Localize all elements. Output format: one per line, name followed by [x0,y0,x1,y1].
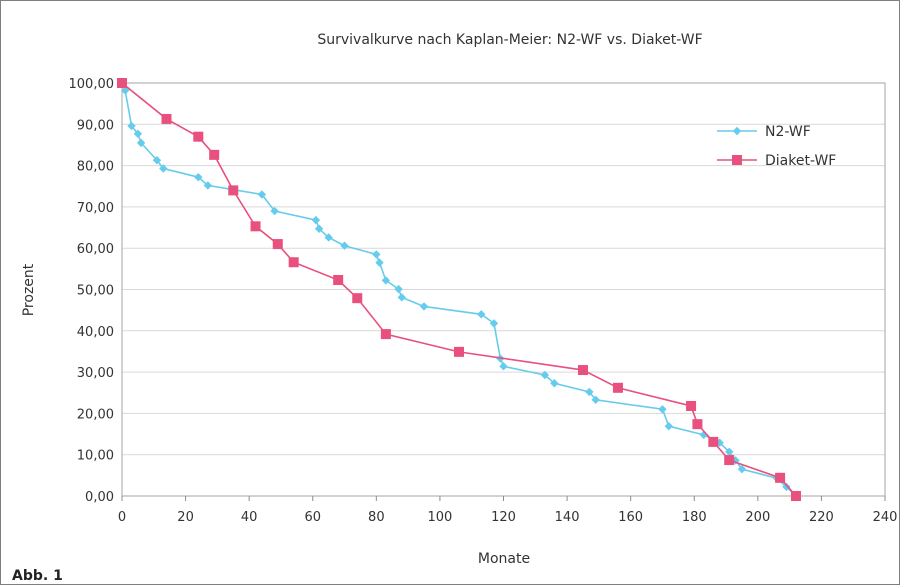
y-tick-label: 0,00 [85,490,114,505]
data-point [127,121,136,131]
series-group [117,78,801,501]
legend-n2-wf-marker [732,126,742,136]
data-point [397,293,406,302]
data-point [499,362,508,371]
data-point [394,284,403,294]
y-tick-label: 50,00 [77,284,114,299]
data-point [136,138,146,148]
x-tick-label: 0 [118,510,126,525]
data-point [193,131,204,142]
data-point [612,382,623,393]
x-tick-label: 160 [618,510,643,525]
data-point [161,113,172,124]
legend-diaket-wf-label: Diaket-WF [765,153,836,169]
x-tick-label: 40 [241,510,258,525]
data-point [686,400,697,411]
y-tick-label: 40,00 [77,325,114,340]
legend-marker [732,126,742,136]
legend-n2-wf-label: N2-WF [765,124,811,140]
x-tick-label: 80 [368,510,385,525]
data-point [725,447,734,457]
data-point [419,302,429,311]
data-point [550,379,559,388]
data-point [453,346,464,357]
data-point [731,456,740,465]
data-point [708,436,719,447]
data-point [375,258,384,267]
data-point [120,86,130,95]
data-point [540,370,550,380]
data-point [790,491,801,501]
y-tick-label: 20,00 [77,407,114,422]
data-point [692,419,703,430]
x-tick-label: 200 [745,510,770,525]
x-tick-label: 20 [177,510,194,525]
data-point [203,181,213,190]
data-point [228,185,239,196]
data-point [699,430,708,440]
data-point [577,365,588,376]
data-point [250,221,261,232]
data-point [381,276,391,285]
y-tick-label: 90,00 [77,118,114,133]
data-point [489,319,499,328]
x-tick-label: 180 [682,510,707,525]
data-point [209,149,220,160]
data-point [380,329,391,340]
data-point [372,250,381,259]
y-tick-label: 70,00 [77,201,114,216]
x-tick-label: 140 [555,510,580,525]
y-tick-label: 100,00 [69,77,115,92]
x-axis-ticks: 0 20 40 60 80 100 120 140 160 180 200 220 240 [118,496,898,525]
data-point [782,482,791,492]
data-point [152,156,162,165]
x-tick-label: 240 [873,510,898,525]
figure-label: Abb. 1 [12,568,63,584]
data-point [270,206,279,216]
data-point [159,164,168,173]
data-point [272,239,283,250]
chart-title: Survivalkurve nach Kaplan-Meier: N2-WF v… [317,32,702,48]
data-point [724,455,735,466]
data-point [658,405,667,414]
legend: N2-WF Diaket-WF [717,124,836,169]
x-tick-label: 100 [428,510,453,525]
series-diaket-wf [117,78,801,501]
y-tick-label: 30,00 [77,366,114,381]
y-tick-label: 80,00 [77,160,114,175]
data-point [585,387,594,397]
data-point [340,241,349,250]
legend-diaket-wf-marker [732,155,742,165]
data-point [324,233,333,242]
data-point [352,293,363,304]
data-point [314,224,324,233]
data-point [591,395,600,404]
x-tick-label: 60 [304,510,321,525]
data-point [133,129,143,138]
data-point [477,310,486,319]
data-point [311,215,321,225]
data-point [194,172,203,182]
y-axis-label: Prozent [21,263,37,316]
data-point [333,275,344,286]
legend-marker [732,155,742,165]
y-axis-ticks: 0,00 10,00 20,00 30,00 40,00 50,00 60,00 70,00 8… [69,77,115,505]
data-point [257,190,267,199]
data-point [737,464,747,474]
data-point [664,422,674,431]
y-tick-label: 10,00 [77,449,114,464]
data-point [288,257,299,268]
data-point [775,472,786,483]
gridlines [122,82,885,497]
x-axis-label: Monate [478,551,530,567]
x-tick-label: 120 [491,510,516,525]
y-tick-label: 60,00 [77,242,114,257]
data-point [117,78,127,88]
x-tick-label: 220 [809,510,834,525]
